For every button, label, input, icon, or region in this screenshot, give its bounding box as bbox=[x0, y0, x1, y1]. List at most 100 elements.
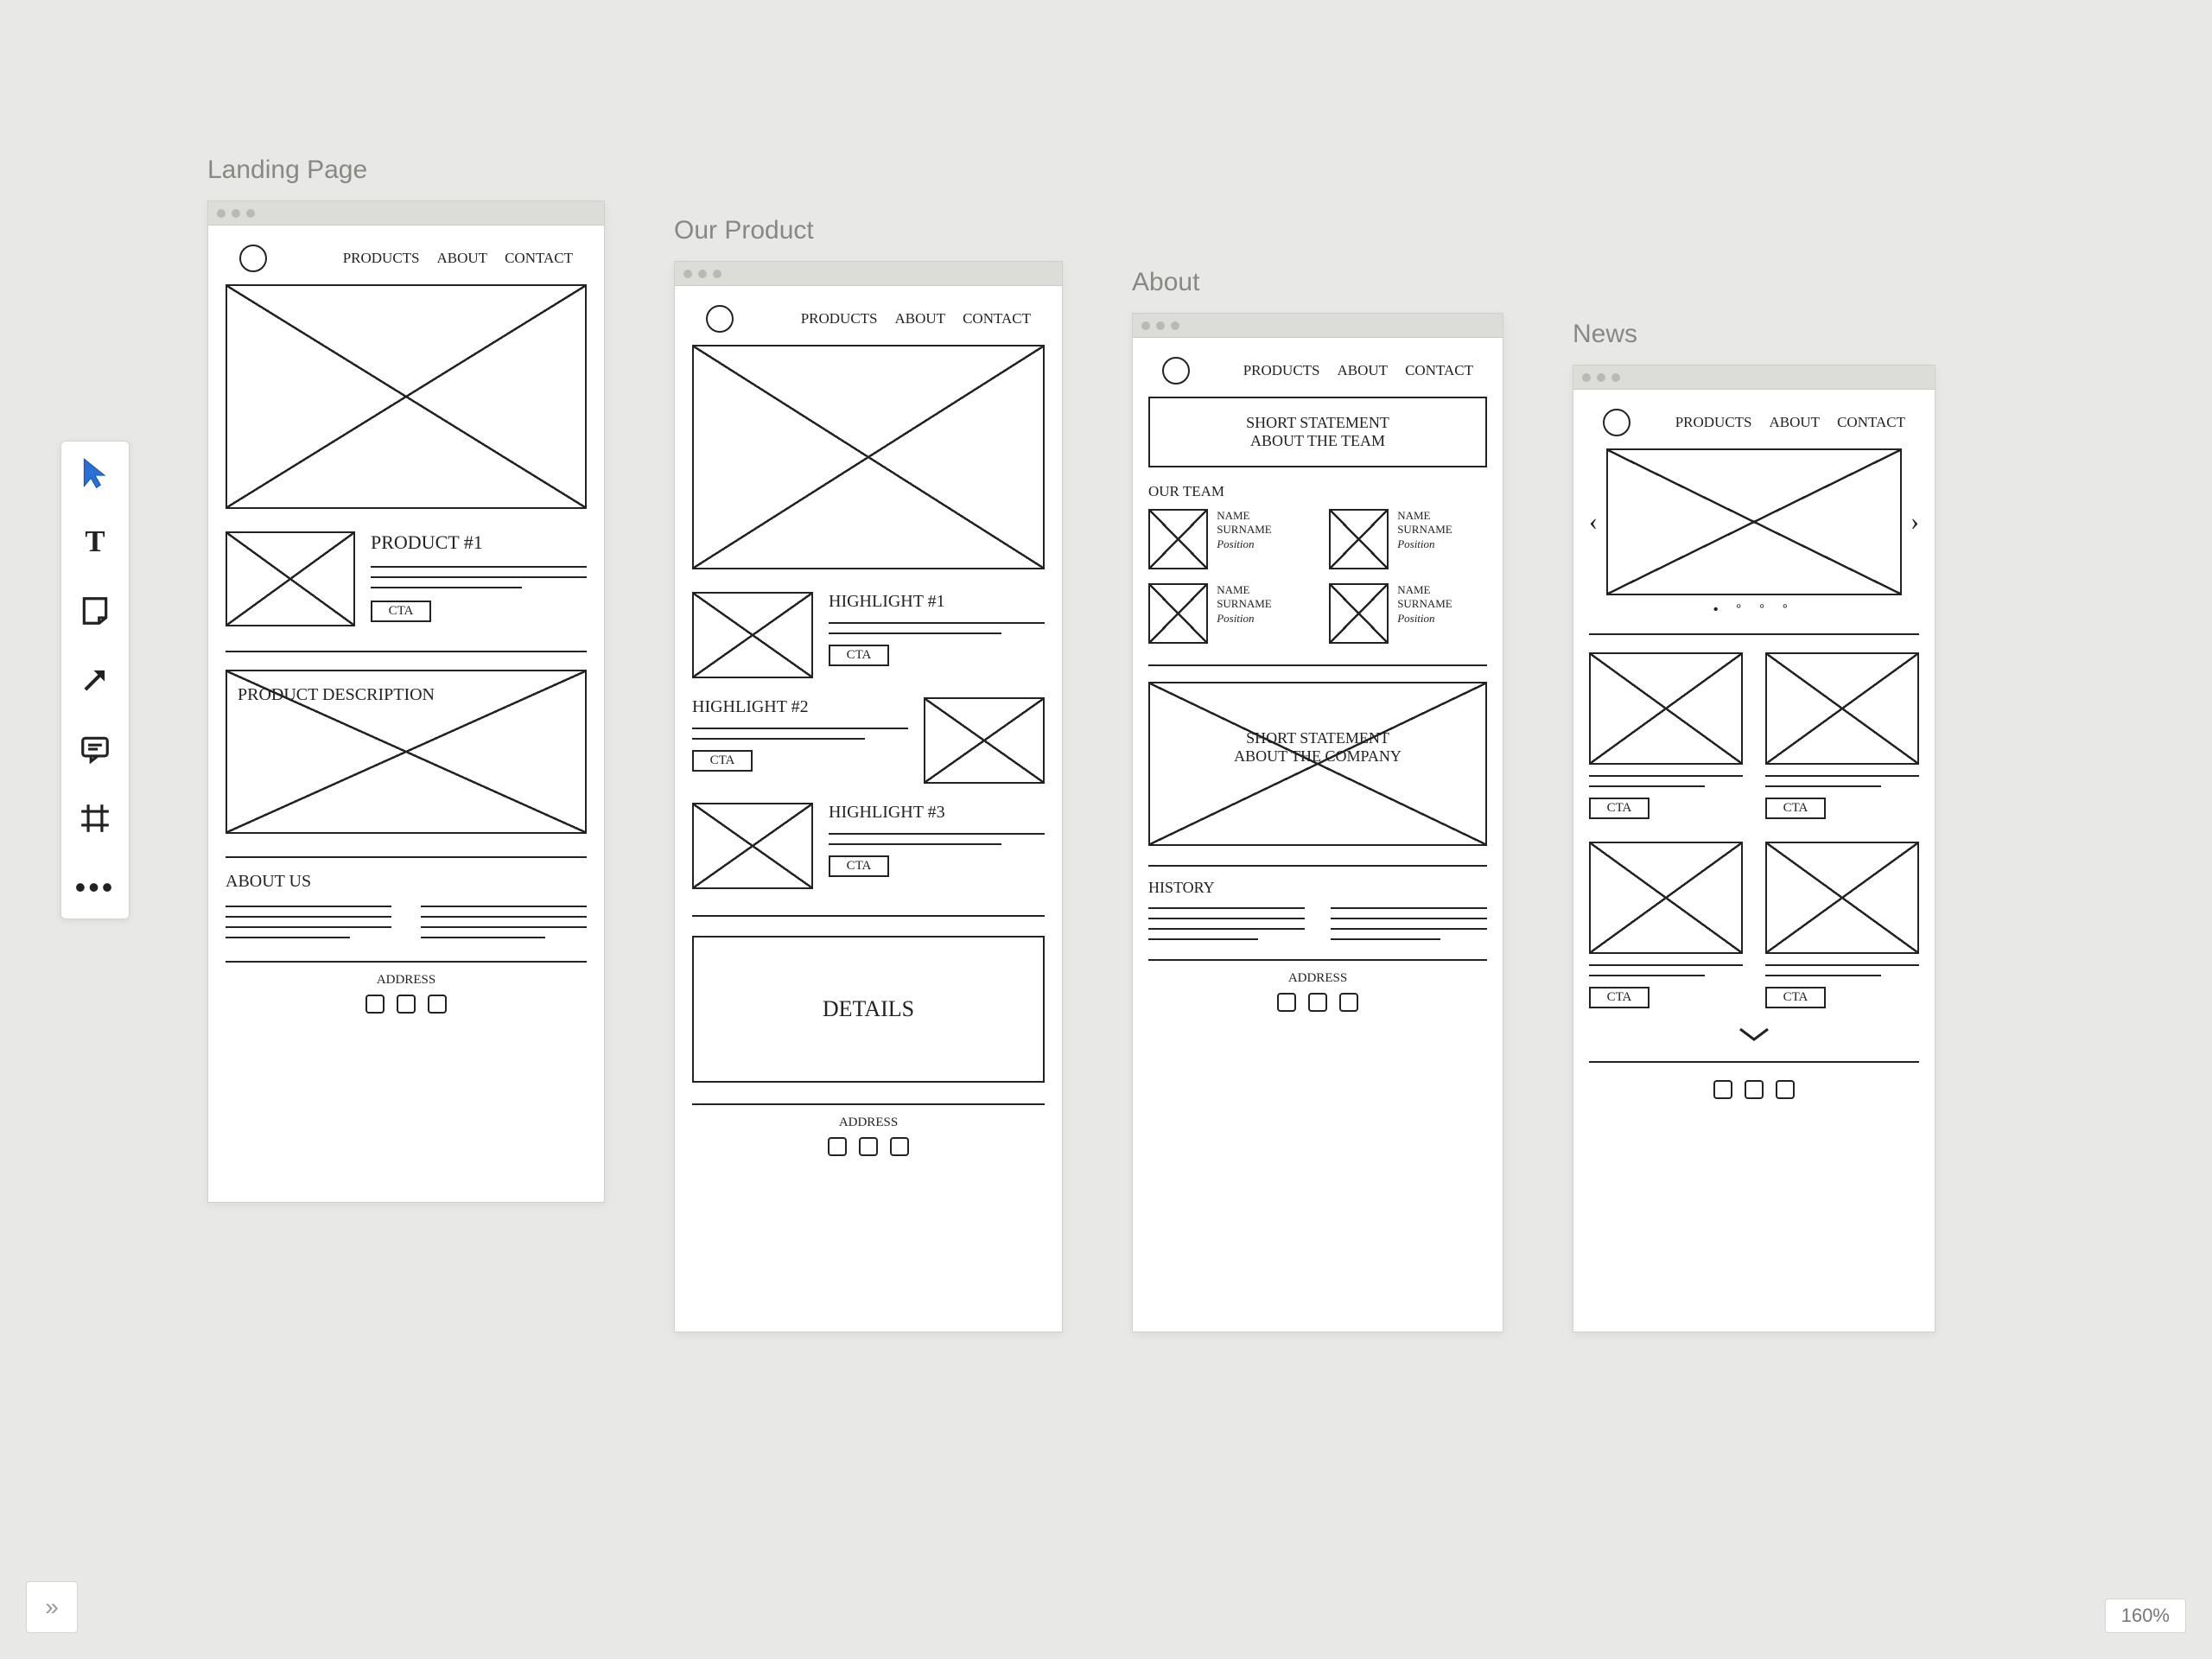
about-us-title: ABOUT US bbox=[226, 872, 587, 892]
cta-button[interactable]: CTA bbox=[1589, 798, 1649, 819]
image-placeholder bbox=[1765, 652, 1919, 765]
social-icon[interactable] bbox=[1713, 1080, 1732, 1099]
hero-image-placeholder bbox=[226, 284, 587, 509]
cta-button[interactable]: CTA bbox=[371, 601, 431, 622]
nav-link[interactable]: About bbox=[1770, 414, 1821, 431]
cta-button[interactable]: CTA bbox=[1589, 987, 1649, 1008]
highlight-row: HIGHLIGHT #2 CTA bbox=[692, 697, 1045, 784]
carousel-dots[interactable]: • ° ° ° bbox=[1589, 602, 1919, 618]
carousel-prev-icon[interactable]: ‹ bbox=[1589, 507, 1598, 537]
logo-placeholder bbox=[706, 305, 734, 333]
carousel-image-placeholder bbox=[1606, 448, 1902, 595]
image-placeholder bbox=[924, 697, 1045, 784]
nav-link[interactable]: Products bbox=[1675, 414, 1752, 431]
frame-news[interactable]: Products About Contact ‹ › • ° ° ° bbox=[1573, 365, 1936, 1332]
details-panel: DETAILS bbox=[692, 936, 1045, 1083]
nav-link[interactable]: Contact bbox=[963, 310, 1031, 327]
social-icon[interactable] bbox=[1339, 993, 1358, 1012]
pointer-tool[interactable] bbox=[76, 454, 114, 492]
logo-placeholder bbox=[1162, 357, 1190, 385]
frame-product[interactable]: Products About Contact HIGHLIGHT #1 CTA bbox=[674, 261, 1063, 1332]
social-icon[interactable] bbox=[859, 1137, 878, 1156]
cta-button[interactable]: CTA bbox=[1765, 987, 1826, 1008]
artboard-title: Our Product bbox=[674, 216, 1063, 245]
image-placeholder bbox=[692, 803, 813, 889]
news-cards-row: CTA CTA bbox=[1589, 652, 1919, 819]
cta-button[interactable]: CTA bbox=[692, 750, 753, 772]
company-statement-block: SHORT STATEMENT ABOUT THE COMPANY bbox=[1148, 682, 1487, 846]
news-cards-row: CTA CTA bbox=[1589, 842, 1919, 1008]
product-description-title: PRODUCT DESCRIPTION bbox=[238, 685, 435, 705]
product-1-title: PRODUCT #1 bbox=[371, 531, 587, 554]
artboard-landing[interactable]: Landing Page Products About Contact PROD… bbox=[207, 156, 605, 1203]
artboard-product[interactable]: Our Product Products About Contact bbox=[674, 216, 1063, 1332]
canvas[interactable]: Landing Page Products About Contact PROD… bbox=[207, 156, 2152, 1590]
window-chrome bbox=[675, 262, 1062, 286]
team-statement-text: SHORT STATEMENT ABOUT THE TEAM bbox=[1159, 414, 1477, 450]
nav-link[interactable]: Products bbox=[801, 310, 878, 327]
company-statement-text: SHORT STATEMENT ABOUT THE COMPANY bbox=[1148, 729, 1487, 766]
nav-link[interactable]: About bbox=[437, 250, 488, 267]
footer-address-label: ADDRESS bbox=[692, 1116, 1045, 1130]
cta-button[interactable]: CTA bbox=[829, 855, 889, 877]
note-tool[interactable] bbox=[76, 592, 114, 630]
arrow-tool[interactable] bbox=[76, 661, 114, 699]
nav-link[interactable]: Products bbox=[343, 250, 420, 267]
cta-button[interactable]: CTA bbox=[1765, 798, 1826, 819]
wireframe-nav: Products About Contact bbox=[226, 236, 587, 277]
social-icon[interactable] bbox=[1308, 993, 1327, 1012]
frame-landing[interactable]: Products About Contact PRODUCT #1 CTA bbox=[207, 200, 605, 1203]
wireframe-nav: Products About Contact bbox=[1148, 348, 1487, 390]
social-icon[interactable] bbox=[828, 1137, 847, 1156]
social-icon[interactable] bbox=[397, 995, 416, 1014]
toolbar: T ••• bbox=[60, 441, 130, 919]
social-icon[interactable] bbox=[1745, 1080, 1764, 1099]
social-icon[interactable] bbox=[1776, 1080, 1795, 1099]
nav-link[interactable]: About bbox=[1338, 362, 1389, 379]
frame-about[interactable]: Products About Contact SHORT STATEMENT A… bbox=[1132, 313, 1503, 1332]
image-placeholder bbox=[1589, 842, 1743, 954]
hero-image-placeholder bbox=[692, 345, 1045, 569]
artboard-about[interactable]: About Products About Contact SHORT STATE… bbox=[1132, 268, 1503, 1332]
artboard-title: About bbox=[1132, 268, 1503, 297]
more-tool[interactable]: ••• bbox=[76, 868, 114, 906]
team-member: NAME SURNAME Position bbox=[1148, 583, 1306, 644]
window-chrome bbox=[1573, 365, 1935, 390]
highlight-row: HIGHLIGHT #3 CTA bbox=[692, 803, 1045, 889]
carousel-next-icon[interactable]: › bbox=[1910, 507, 1919, 537]
nav-link[interactable]: Contact bbox=[1405, 362, 1473, 379]
cta-button[interactable]: CTA bbox=[829, 645, 889, 666]
nav-link[interactable]: Contact bbox=[505, 250, 573, 267]
member-name: NAME SURNAME bbox=[1397, 509, 1487, 537]
avatar-placeholder bbox=[1329, 509, 1389, 569]
expand-panel-button[interactable]: » bbox=[26, 1581, 78, 1633]
member-role: Position bbox=[1397, 537, 1487, 551]
highlight-title: HIGHLIGHT #2 bbox=[692, 697, 908, 717]
svg-text:T: T bbox=[85, 525, 105, 558]
nav-link[interactable]: Contact bbox=[1837, 414, 1905, 431]
our-team-label: OUR TEAM bbox=[1148, 483, 1487, 500]
nav-link[interactable]: About bbox=[895, 310, 946, 327]
footer-address-label: ADDRESS bbox=[226, 973, 587, 988]
zoom-indicator[interactable]: 160% bbox=[2105, 1599, 2186, 1633]
history-label: HISTORY bbox=[1148, 879, 1487, 897]
member-role: Position bbox=[1217, 612, 1306, 626]
footer bbox=[1589, 1063, 1919, 1113]
avatar-placeholder bbox=[1148, 509, 1208, 569]
window-chrome bbox=[1133, 314, 1503, 338]
nav-link[interactable]: Products bbox=[1243, 362, 1320, 379]
text-tool[interactable]: T bbox=[76, 523, 114, 561]
avatar-placeholder bbox=[1329, 583, 1389, 644]
scroll-down-icon[interactable] bbox=[1589, 1026, 1919, 1049]
artboard-title: Landing Page bbox=[207, 156, 605, 185]
avatar-placeholder bbox=[1148, 583, 1208, 644]
social-icon[interactable] bbox=[890, 1137, 909, 1156]
comment-tool[interactable] bbox=[76, 730, 114, 768]
artboard-news[interactable]: News Products About Contact ‹ › bbox=[1573, 320, 1936, 1332]
highlight-row: HIGHLIGHT #1 CTA bbox=[692, 592, 1045, 678]
team-member: NAME SURNAME Position bbox=[1329, 583, 1487, 644]
crop-tool[interactable] bbox=[76, 799, 114, 837]
social-icon[interactable] bbox=[1277, 993, 1296, 1012]
social-icon[interactable] bbox=[428, 995, 447, 1014]
social-icon[interactable] bbox=[365, 995, 385, 1014]
